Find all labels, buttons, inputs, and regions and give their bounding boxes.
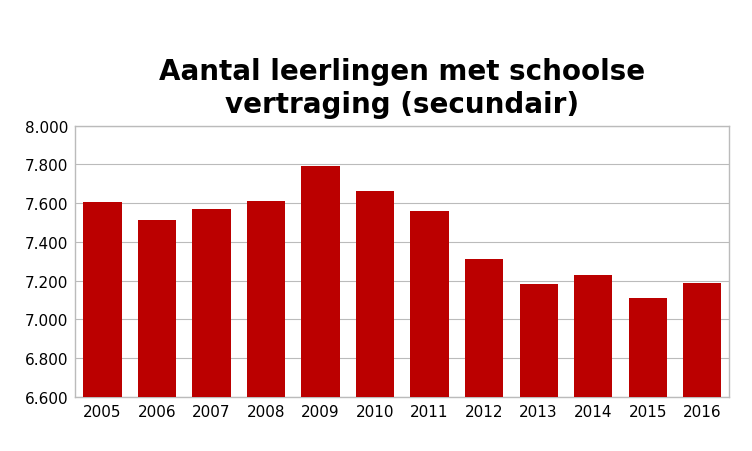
Bar <box>629 298 667 451</box>
Bar <box>574 275 612 451</box>
Bar <box>683 284 721 451</box>
Bar <box>193 209 231 451</box>
Bar <box>302 167 340 451</box>
Bar <box>356 192 394 451</box>
Bar <box>83 202 122 451</box>
Bar <box>247 202 285 451</box>
Bar <box>520 285 558 451</box>
Title: Aantal leerlingen met schoolse
vertraging (secundair): Aantal leerlingen met schoolse vertragin… <box>159 58 645 119</box>
Bar <box>138 221 176 451</box>
Bar <box>465 260 503 451</box>
Bar <box>411 212 449 451</box>
